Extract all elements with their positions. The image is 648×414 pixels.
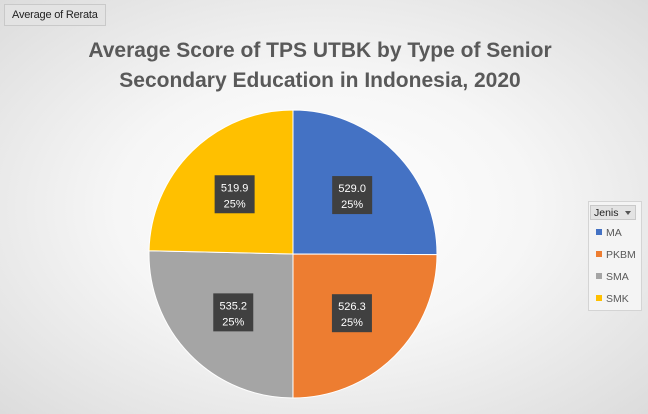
legend-item-pkbm[interactable]: PKBM	[596, 248, 636, 262]
legend-label: PKBM	[606, 249, 636, 261]
legend-swatch	[596, 273, 602, 279]
legend-item-smk[interactable]: SMK	[596, 292, 629, 306]
legend-title: Jenis	[594, 207, 619, 219]
data-label-value: 519.9	[221, 182, 249, 194]
data-label-smk: 519.9 25%	[214, 175, 255, 214]
legend-swatch	[596, 295, 602, 301]
data-label-pkbm: 526.3 25%	[331, 294, 372, 333]
legend-label: SMK	[606, 293, 629, 305]
data-label-value: 529.0	[338, 183, 366, 195]
data-label-percent: 25%	[224, 198, 246, 210]
data-label-value: 526.3	[338, 301, 366, 313]
data-label-value: 535.2	[219, 300, 247, 312]
legend-item-sma[interactable]: SMA	[596, 270, 629, 284]
data-label-box	[213, 293, 254, 332]
data-label-sma: 535.2 25%	[213, 293, 254, 332]
legend-swatch	[596, 251, 602, 257]
data-label-box	[214, 175, 255, 214]
data-label-box	[331, 294, 372, 333]
data-label-box	[332, 176, 373, 215]
chart-title: Average Score of TPS UTBK by Type of Sen…	[40, 36, 600, 96]
legend-swatch	[596, 229, 602, 235]
data-label-percent: 25%	[222, 316, 244, 328]
legend-filter-button[interactable]: Jenis	[590, 205, 636, 220]
chart-title-line-1: Average Score of TPS UTBK by Type of Sen…	[88, 39, 552, 62]
value-field-button[interactable]: Average of Rerata	[4, 4, 106, 26]
legend-label: MA	[606, 227, 622, 239]
legend-label: SMA	[606, 271, 629, 283]
data-label-percent: 25%	[341, 317, 363, 329]
data-label-ma: 529.0 25%	[332, 176, 373, 215]
data-label-percent: 25%	[341, 199, 363, 211]
chart-title-line-2: Secondary Education in Indonesia, 2020	[119, 69, 521, 92]
dropdown-arrow-icon	[625, 211, 631, 215]
legend-item-ma[interactable]: MA	[596, 226, 622, 240]
legend: Jenis MA PKBM SMA SMK	[588, 201, 642, 311]
